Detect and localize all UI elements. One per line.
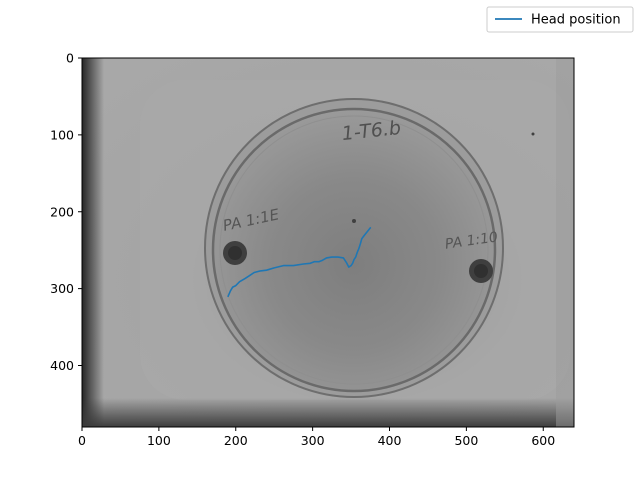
x-tick-label: 400 [378,433,402,448]
x-tick-label: 0 [78,433,86,448]
y-tick-label: 300 [50,281,74,296]
x-tick-label: 300 [301,433,325,448]
y-tick-label: 400 [50,358,74,373]
x-tick-label: 100 [147,433,171,448]
legend-label: Head position [531,13,621,28]
y-tick-label: 200 [50,204,74,219]
y-tick-label: 100 [50,127,74,142]
head-position-line [227,227,372,298]
legend-frame [486,6,634,33]
petri-dish-photo: 1-T6.b PA 1:1E PA 1:10 [82,58,574,427]
y-tick-label: 0 [66,51,74,66]
x-tick-label: 600 [531,433,555,448]
lid-label-right: PA 1:10 [444,229,499,252]
axes-frame [81,57,575,428]
y-axis: 0 100 200 300 400 [50,51,82,373]
x-axis: 0 100 200 300 400 500 600 [78,427,555,448]
legend: Head position [486,6,634,33]
x-tick-label: 500 [454,433,478,448]
x-tick-label: 200 [224,433,248,448]
